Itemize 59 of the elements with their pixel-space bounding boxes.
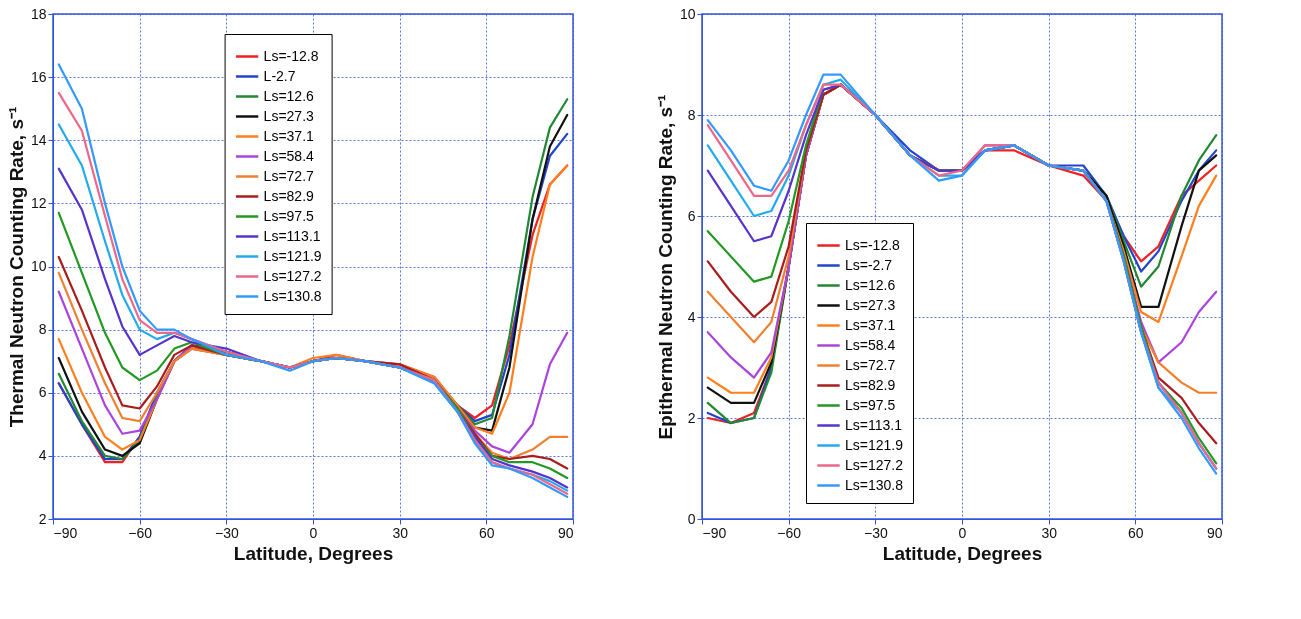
legend-label: Ls=12.6 bbox=[263, 87, 315, 104]
legend-label: Ls=97.5 bbox=[845, 396, 896, 413]
y-axis-title: Epithermal Neutron Counting Rate, s⁻¹ bbox=[654, 94, 676, 440]
x-tick-label: 90 bbox=[1206, 524, 1223, 541]
x-tick-label: 90 bbox=[557, 524, 574, 541]
x-axis-title: Latitude, Degrees bbox=[882, 542, 1043, 564]
y-tick-label: 8 bbox=[687, 106, 696, 123]
y-tick-label: 16 bbox=[30, 68, 47, 85]
x-tick-label: −30 bbox=[214, 524, 239, 541]
legend-label: Ls=121.9 bbox=[263, 247, 322, 264]
y-tick-label: 6 bbox=[38, 384, 47, 401]
y-tick-label: 10 bbox=[679, 5, 696, 22]
legend-label: Ls=82.9 bbox=[263, 187, 315, 204]
x-tick-label: −60 bbox=[128, 524, 153, 541]
y-tick-label: 2 bbox=[38, 510, 47, 527]
legend-label: Ls=27.3 bbox=[845, 296, 896, 313]
legend-label: Ls=37.1 bbox=[845, 316, 896, 333]
legend-label: Ls=121.9 bbox=[845, 436, 904, 453]
x-tick-label: 0 bbox=[958, 524, 967, 541]
legend-label: Ls=127.2 bbox=[845, 456, 904, 473]
y-tick-label: 4 bbox=[687, 308, 696, 325]
legend-label: Ls=127.2 bbox=[263, 267, 322, 284]
x-tick-label: −60 bbox=[777, 524, 802, 541]
x-tick-label: 60 bbox=[479, 524, 495, 541]
legend-label: Ls=27.3 bbox=[263, 107, 315, 124]
legend-label: Ls=37.1 bbox=[263, 127, 315, 144]
x-tick-label: −30 bbox=[863, 524, 888, 541]
y-tick-label: 6 bbox=[687, 207, 696, 224]
legend-label: Ls=113.1 bbox=[845, 416, 903, 433]
legend-label: Ls=72.7 bbox=[263, 167, 315, 184]
x-tick-label: 30 bbox=[1041, 524, 1058, 541]
legend-label: Ls=-2.7 bbox=[845, 256, 893, 273]
legend-label: Ls=97.5 bbox=[263, 207, 315, 224]
y-tick-label: 8 bbox=[38, 321, 47, 338]
legend-label: L-2.7 bbox=[263, 67, 296, 84]
legend-label: Ls=12.6 bbox=[845, 276, 896, 293]
y-tick-label: 12 bbox=[30, 194, 47, 211]
legend-label: Ls=58.4 bbox=[845, 336, 896, 353]
legend-label: Ls=58.4 bbox=[263, 147, 315, 164]
x-tick-label: −90 bbox=[702, 524, 727, 541]
x-axis-title: Latitude, Degrees bbox=[233, 542, 394, 564]
x-tick-label: 60 bbox=[1128, 524, 1144, 541]
y-tick-label: 10 bbox=[30, 258, 47, 274]
legend-label: Ls=-12.8 bbox=[845, 236, 901, 253]
legend-label: Ls=82.9 bbox=[845, 376, 896, 393]
legend-label: Ls=-12.8 bbox=[263, 47, 319, 64]
legend-label: Ls=72.7 bbox=[845, 356, 896, 373]
y-tick-label: 0 bbox=[687, 510, 696, 527]
x-tick-label: 0 bbox=[309, 524, 318, 541]
y-axis-title: Thermal Neutron Counting Rate, s⁻¹ bbox=[5, 106, 27, 428]
x-tick-label: −90 bbox=[53, 524, 78, 541]
y-tick-label: 2 bbox=[687, 409, 696, 426]
legend-label: Ls=130.8 bbox=[263, 287, 322, 304]
x-tick-label: 30 bbox=[392, 524, 409, 541]
legend-label: Ls=113.1 bbox=[263, 227, 321, 244]
y-tick-label: 18 bbox=[30, 5, 47, 22]
y-tick-label: 14 bbox=[30, 131, 47, 148]
y-tick-label: 4 bbox=[38, 447, 47, 464]
legend-label: Ls=130.8 bbox=[845, 476, 904, 493]
